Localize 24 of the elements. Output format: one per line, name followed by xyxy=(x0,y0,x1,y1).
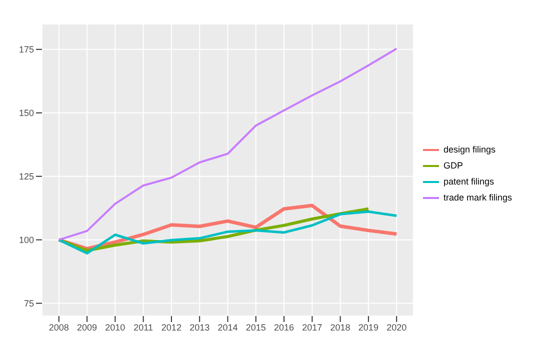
x-tick-label: 2009 xyxy=(77,322,98,332)
y-tick-label: 75 xyxy=(24,298,34,308)
x-tick-label: 2016 xyxy=(274,322,294,332)
y-tick-label: 100 xyxy=(18,235,34,246)
x-tick-label: 2017 xyxy=(302,322,322,332)
x-tick-label: 2019 xyxy=(358,322,378,332)
legend-label: patent filings xyxy=(443,176,494,186)
x-tick-label: 2020 xyxy=(386,322,407,332)
line-series xyxy=(58,210,398,255)
x-tick-label: 2012 xyxy=(161,322,182,332)
x-tick-label: 2014 xyxy=(218,322,238,332)
line-series xyxy=(58,48,398,241)
x-tick-label: 2011 xyxy=(134,322,153,332)
x-tick-label: 2015 xyxy=(246,322,266,332)
x-tick-label: 2010 xyxy=(105,322,126,332)
legend-label: trade mark filings xyxy=(443,192,512,202)
y-tick-label: 125 xyxy=(18,172,34,182)
legend-label: design filings xyxy=(443,144,496,154)
y-tick-label: 150 xyxy=(18,108,34,118)
legend-label: GDP xyxy=(443,160,463,170)
x-tick-label: 2018 xyxy=(330,322,350,332)
x-tick-label: 2008 xyxy=(48,322,69,332)
y-tick-label: 175 xyxy=(18,44,34,55)
x-tick-label: 2013 xyxy=(190,322,210,332)
